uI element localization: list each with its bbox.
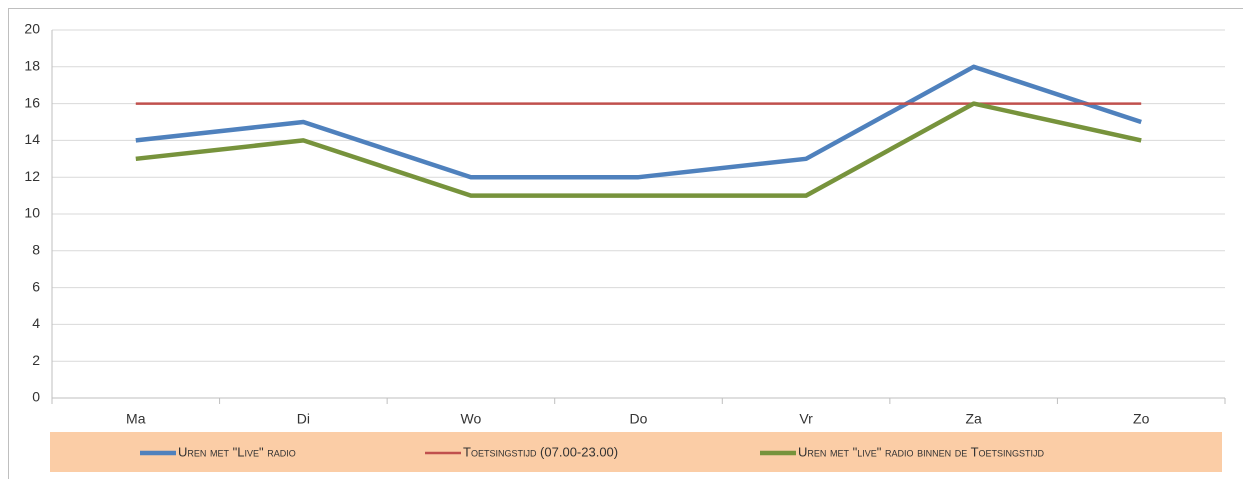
y-tick-label: 10: [24, 205, 40, 221]
y-tick-label: 6: [32, 278, 40, 294]
x-tick-label: Do: [630, 411, 648, 427]
x-tick-label: Vr: [799, 411, 813, 427]
x-tick-label: Ma: [126, 411, 146, 427]
legend-label: Toetsingstijd (07.00-23.00): [463, 444, 618, 459]
series-line: [135, 64, 1142, 180]
series-line: [135, 101, 1142, 198]
y-tick-label: 18: [24, 58, 40, 74]
y-tick-label: 12: [24, 168, 40, 184]
x-tick-label: Wo: [461, 411, 482, 427]
y-tick-label: 4: [32, 315, 40, 331]
y-tick-label: 0: [32, 389, 40, 405]
y-tick-label: 16: [24, 94, 40, 110]
x-tick-label: Za: [965, 411, 982, 427]
chart-frame: [8, 8, 1243, 479]
y-tick-label: 2: [32, 352, 40, 368]
legend-label: Uren met "Live" radio: [178, 444, 296, 459]
y-tick-label: 14: [24, 131, 40, 147]
legend-label: Uren met "live" radio binnen de Toetsing…: [798, 444, 1045, 459]
legend-box: [50, 432, 1222, 472]
x-tick-label: Di: [297, 411, 310, 427]
y-tick-label: 8: [32, 242, 40, 258]
x-tick-label: Zo: [1133, 411, 1150, 427]
y-tick-label: 20: [24, 21, 40, 37]
